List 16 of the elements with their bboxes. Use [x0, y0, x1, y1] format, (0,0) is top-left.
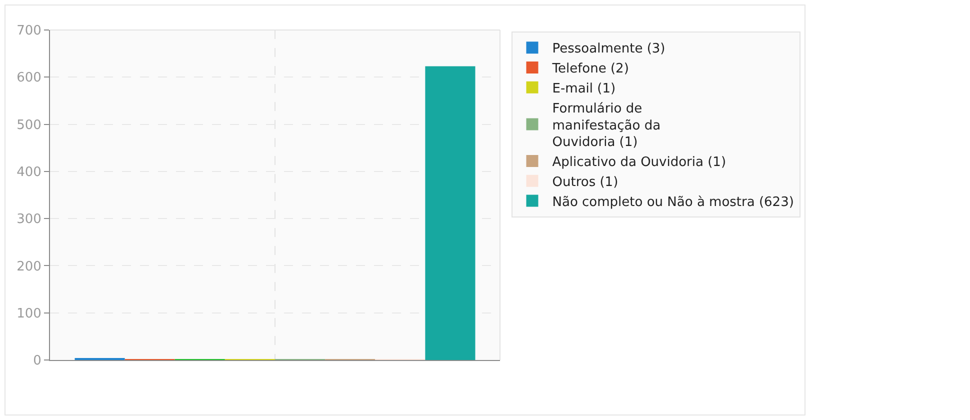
y-tick-label: 100: [16, 306, 42, 322]
y-tick-label: 600: [16, 70, 42, 86]
y-tick-label: 700: [16, 24, 42, 39]
legend-label: Telefone (2): [551, 62, 629, 77]
legend-label: Formulário de manifestação da Ouvidoria (1): [552, 101, 661, 150]
legend-label: Outros (1): [552, 174, 618, 190]
legend-label: E-mail (1): [552, 81, 616, 96]
y-tick-label: 500: [16, 118, 42, 133]
y-tick-label: 0: [33, 354, 42, 369]
legend-label: Aplicativo da Ouvidoria (1): [552, 155, 726, 170]
y-tick-label: 400: [16, 164, 42, 180]
legend-label: Pessoalmente (3): [552, 42, 666, 57]
legend-label: Não completo ou Não à mostra (623): [552, 194, 794, 210]
bar: [425, 66, 476, 360]
y-tick-label: 200: [16, 259, 42, 274]
y-tick-label: 300: [16, 212, 42, 228]
